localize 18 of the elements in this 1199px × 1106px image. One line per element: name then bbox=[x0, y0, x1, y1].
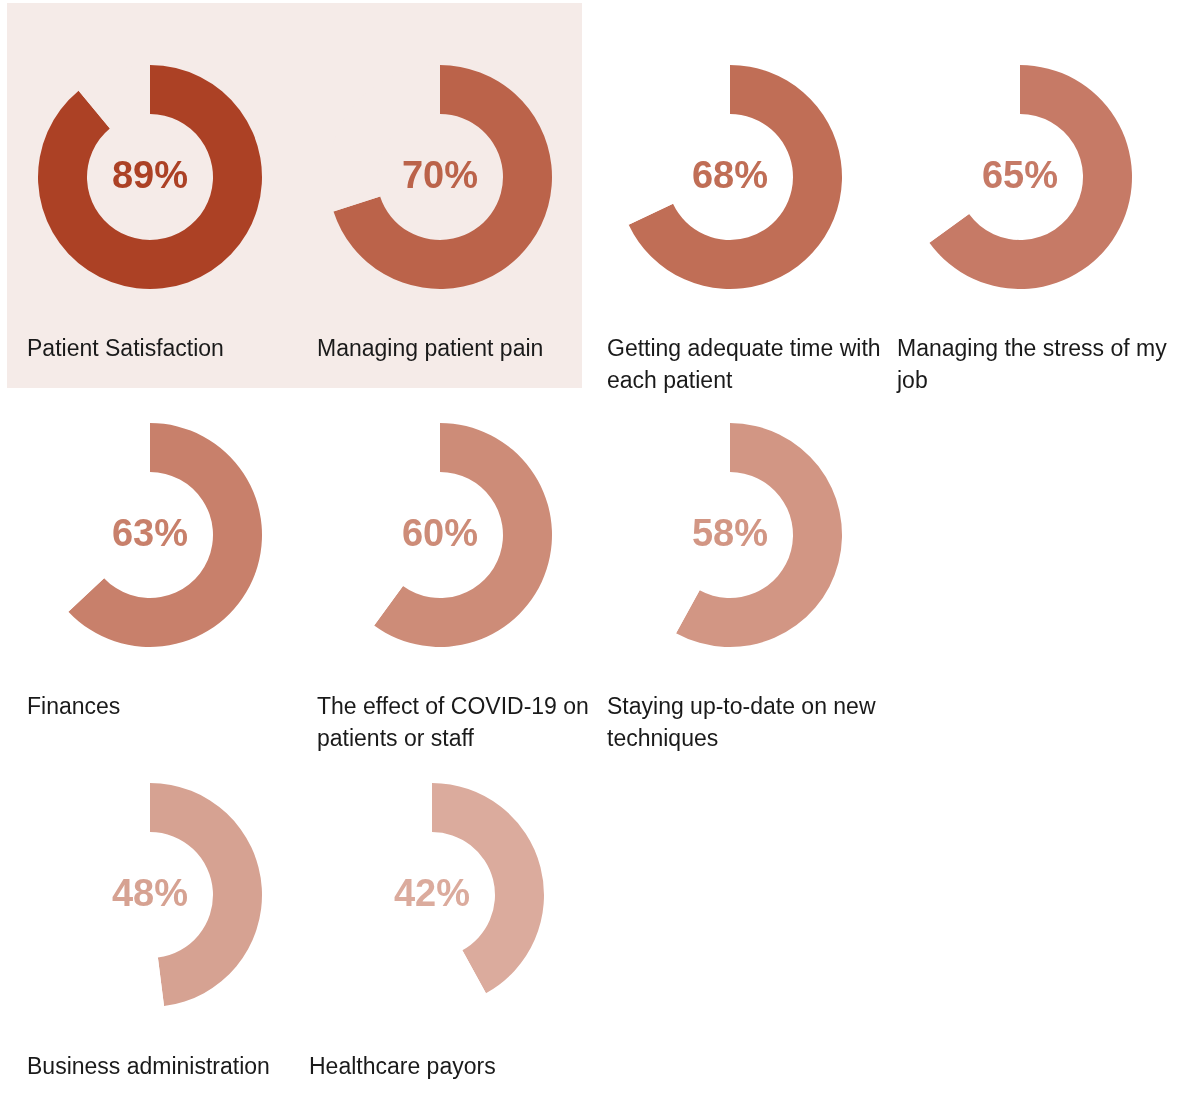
data-label: 58% bbox=[691, 512, 769, 554]
text: Finances bbox=[27, 692, 122, 721]
text: Healthcare payors bbox=[309, 1052, 497, 1081]
text: Staying up-to-date on new techniques bbox=[607, 692, 877, 753]
text: Managing patient pain bbox=[317, 334, 545, 363]
data-label: 60% bbox=[401, 512, 479, 554]
data-label: 68% bbox=[691, 154, 769, 196]
data-label: 63% bbox=[111, 512, 189, 554]
text: Business administration bbox=[27, 1052, 271, 1081]
data-label: 42% bbox=[393, 872, 471, 914]
text: Patient Satisfaction bbox=[27, 334, 225, 363]
text: The effect of COVID-19 on patients or staff bbox=[317, 692, 590, 753]
data-label: 89% bbox=[111, 154, 189, 196]
text: Getting adequate time with each patient bbox=[607, 334, 882, 395]
data-label: 65% bbox=[981, 154, 1059, 196]
data-label: 48% bbox=[111, 872, 189, 914]
text: Managing the stress of my job bbox=[897, 334, 1168, 395]
data-label: 70% bbox=[401, 154, 479, 196]
